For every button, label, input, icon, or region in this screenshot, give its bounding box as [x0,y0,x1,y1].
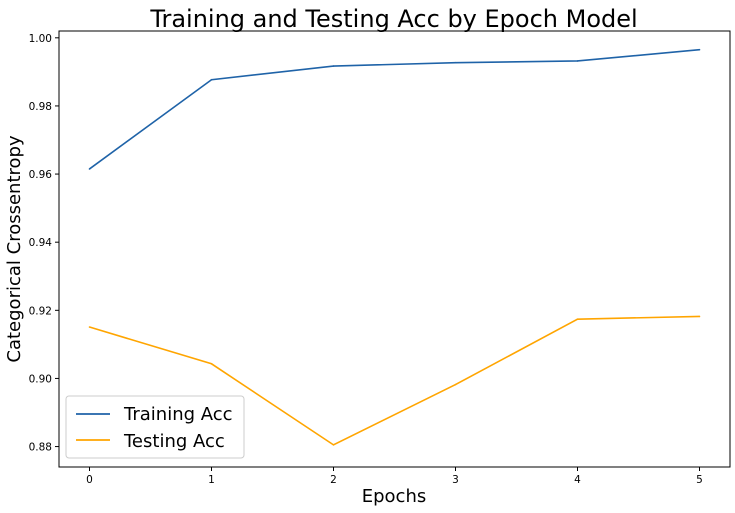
plot-frame [58,30,731,468]
data-point [332,65,335,67]
data-point [454,61,457,64]
x-tick-label: 2 [330,474,337,486]
y-tick-label: 1.00 [29,33,52,45]
y-axis: 0.88 0.90 0.92 0.94 0.96 0.98 1.00 [29,33,59,454]
y-tick-label: 0.94 [29,237,53,249]
y-tick-label: 0.92 [29,305,52,317]
x-axis-label: Epochs [362,486,427,507]
series-line-testing-acc [89,315,700,446]
data-point [698,315,701,318]
series-line-training-acc [89,48,700,170]
data-point [210,78,213,81]
data-point [576,60,579,62]
data-point [454,383,457,386]
legend-label-testing: Testing Acc [123,431,225,452]
plot-area [58,30,731,468]
data-point [88,326,91,328]
x-tick-label: 3 [452,474,459,486]
y-tick-label: 0.88 [29,442,52,454]
legend-box [65,395,245,459]
y-tick-label: 0.90 [29,373,52,385]
x-tick-label: 1 [208,474,215,486]
x-tick-label: 0 [86,474,93,486]
data-point [576,318,579,320]
legend-label-training: Training Acc [123,404,233,425]
y-tick-label: 0.96 [29,169,53,181]
y-tick-label: 0.98 [29,101,52,113]
data-point [210,362,213,365]
x-tick-label: 4 [574,474,581,486]
data-point [332,444,335,446]
data-point [88,168,91,170]
y-axis-label: Categorical Crossentropy [4,135,25,363]
data-point [698,48,701,51]
x-axis: 0 1 2 3 4 5 [86,467,703,486]
legend: Training Acc Testing Acc [65,395,245,459]
series-lines [88,48,701,446]
chart-title: Training and Testing Acc by Epoch Model [149,5,637,33]
x-tick-label: 5 [696,474,703,486]
